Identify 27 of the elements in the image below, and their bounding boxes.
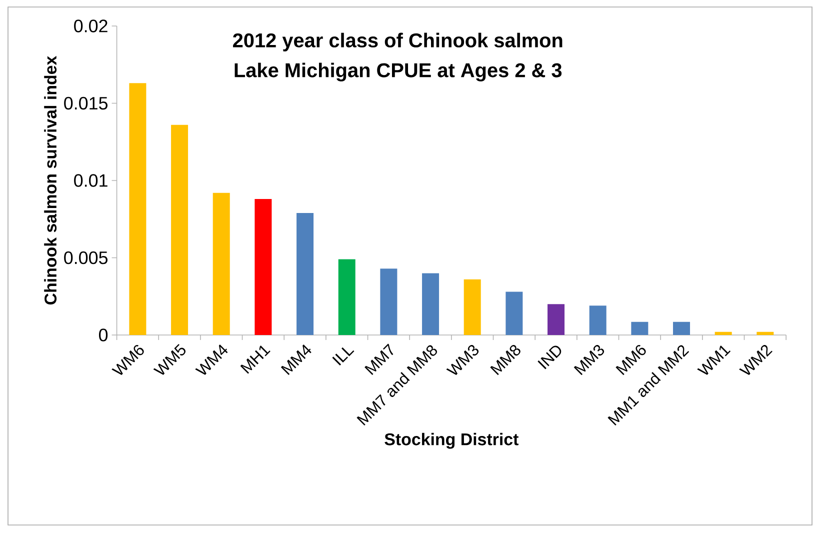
bar [506, 292, 523, 335]
text: Lake Michigan CPUE at Ages 2 & 3 [234, 62, 562, 82]
bar [296, 212, 314, 335]
bar [631, 322, 648, 335]
bar [171, 124, 188, 335]
y-axis-title: Chinook salmon survival index [44, 56, 57, 305]
bar [756, 332, 774, 335]
bar [464, 279, 481, 335]
y-tick-label: 0.01 [74, 174, 108, 187]
bar [129, 83, 146, 335]
bar [338, 259, 356, 335]
bar [212, 192, 230, 335]
y-tick-label: 0 [98, 328, 108, 342]
x-tick-label: ILL [332, 347, 354, 366]
y-tick-label: 0.015 [64, 96, 108, 110]
x-tick-label: IND [538, 346, 562, 370]
x-axis-title: Stocking District [384, 432, 519, 449]
bar [548, 304, 565, 335]
y-tick-label: 0.02 [74, 20, 108, 32]
bar [589, 306, 606, 335]
bar [422, 273, 440, 335]
bar [714, 332, 732, 335]
y-tick-label: 0.005 [64, 251, 108, 264]
bar [673, 322, 690, 335]
bar [380, 268, 398, 335]
chart-title: 2012 year class of Chinook salmon [233, 32, 562, 52]
bar [254, 199, 272, 335]
